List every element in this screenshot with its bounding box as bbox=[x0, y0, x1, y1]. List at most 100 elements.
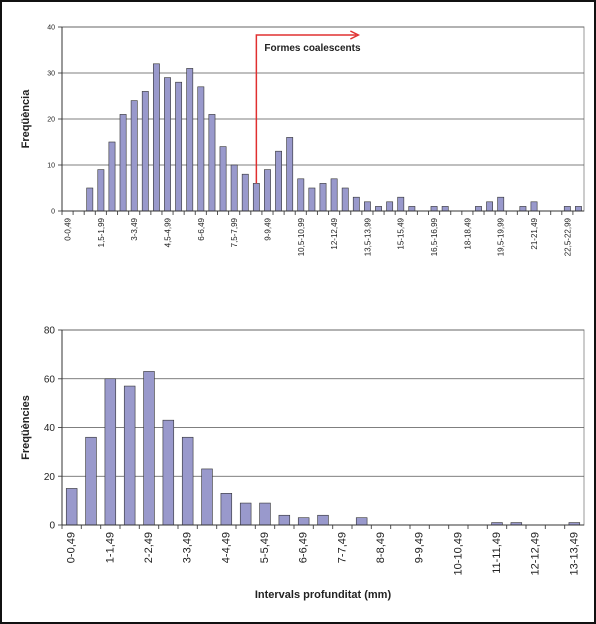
bar bbox=[352, 196, 360, 212]
bar bbox=[286, 137, 294, 212]
bar bbox=[239, 502, 252, 526]
x-tick-label: 10-10,49 bbox=[452, 532, 464, 575]
bar bbox=[341, 187, 349, 212]
y-tick-label: 40 bbox=[47, 24, 55, 31]
x-tick-label: 2-2,49 bbox=[143, 532, 155, 563]
bar bbox=[141, 91, 149, 212]
bar bbox=[408, 206, 416, 212]
y-tick-label: 20 bbox=[47, 116, 55, 123]
bar bbox=[575, 206, 582, 212]
bar bbox=[308, 187, 316, 212]
bar bbox=[143, 371, 155, 526]
bar bbox=[317, 514, 329, 526]
x-tick-label: 12-12,49 bbox=[330, 217, 339, 249]
bar bbox=[319, 183, 327, 212]
bar bbox=[86, 187, 94, 212]
bar bbox=[275, 150, 282, 212]
x-tick-label: 15-15,49 bbox=[397, 217, 406, 249]
bar bbox=[181, 436, 194, 526]
bar bbox=[208, 114, 216, 212]
bar bbox=[430, 206, 438, 212]
x-tick-label: 12-12,49 bbox=[530, 532, 542, 575]
bar bbox=[123, 385, 136, 526]
bar bbox=[375, 206, 382, 212]
bar bbox=[259, 502, 271, 526]
y-tick-label: 20 bbox=[44, 472, 56, 483]
x-tick-label: 22,5-22,99 bbox=[563, 217, 572, 256]
bar bbox=[219, 146, 227, 212]
bar bbox=[119, 114, 127, 212]
y-axis-title: Freqüència bbox=[20, 89, 32, 149]
bar bbox=[264, 169, 271, 212]
y-tick-label: 40 bbox=[44, 423, 56, 434]
bar bbox=[230, 164, 238, 212]
x-tick-label: 7-7,49 bbox=[336, 532, 348, 563]
x-tick-label: 4,5-4,99 bbox=[164, 217, 173, 247]
bar bbox=[201, 468, 213, 526]
bar bbox=[563, 206, 571, 212]
x-tick-label: 0-0,49 bbox=[64, 217, 73, 240]
annotation-arrow bbox=[255, 34, 357, 184]
annotation-arrowhead bbox=[350, 30, 361, 40]
x-tick-label: 1-1,49 bbox=[104, 532, 116, 563]
x-tick-label: 6-6,49 bbox=[197, 217, 206, 240]
y-tick-label: 80 bbox=[44, 326, 56, 337]
bar bbox=[220, 493, 233, 526]
x-tick-label: 18-18,49 bbox=[463, 217, 472, 249]
bar bbox=[175, 81, 183, 212]
x-tick-label: 19,5-19,99 bbox=[497, 217, 506, 256]
x-tick-label: 6-6,49 bbox=[298, 532, 310, 563]
x-tick-label: 0-0,49 bbox=[66, 532, 78, 563]
bar bbox=[104, 378, 117, 526]
x-tick-label: 11-11,49 bbox=[491, 532, 503, 574]
bar bbox=[97, 169, 105, 212]
x-tick-label: 1,5-1,99 bbox=[97, 217, 106, 247]
x-tick-label: 9-9,49 bbox=[263, 217, 272, 240]
bar bbox=[475, 206, 482, 212]
x-tick-label: 3-3,49 bbox=[182, 532, 194, 563]
x-tick-label: 16,5-16,99 bbox=[430, 217, 439, 256]
bar bbox=[186, 68, 194, 212]
x-tick-label: 3-3,49 bbox=[130, 217, 139, 240]
y-axis-title: Freqüències bbox=[20, 395, 32, 460]
bar bbox=[386, 201, 394, 212]
x-tick-label: 13,5-13,99 bbox=[363, 217, 372, 256]
y-tick-label: 60 bbox=[44, 374, 56, 385]
bar bbox=[355, 517, 368, 526]
x-axis-title: Intervals profunditat (mm) bbox=[255, 589, 392, 601]
bar bbox=[297, 517, 310, 526]
y-tick-label: 0 bbox=[49, 521, 55, 532]
x-tick-label: 9-9,49 bbox=[414, 532, 426, 563]
bar bbox=[364, 201, 371, 212]
bar bbox=[330, 178, 338, 212]
bar bbox=[441, 206, 449, 212]
y-tick-label: 0 bbox=[51, 208, 55, 215]
x-tick-label: 5-5,49 bbox=[259, 532, 271, 563]
bar bbox=[162, 419, 175, 526]
y-tick-label: 10 bbox=[47, 162, 55, 169]
bar bbox=[65, 488, 78, 526]
bar bbox=[519, 206, 527, 212]
bar bbox=[108, 141, 116, 212]
x-tick-label: 10,5-10,99 bbox=[297, 217, 306, 256]
bar bbox=[85, 436, 97, 526]
bar bbox=[241, 173, 249, 212]
annotation: Formes coalescents bbox=[264, 43, 361, 54]
bar bbox=[130, 100, 138, 212]
x-tick-label: 8-8,49 bbox=[375, 532, 387, 563]
bar bbox=[497, 196, 505, 212]
x-tick-label: 4-4,49 bbox=[220, 532, 232, 563]
bar bbox=[397, 196, 405, 212]
x-tick-label: 13-13,49 bbox=[568, 532, 580, 575]
bar bbox=[297, 178, 305, 212]
bar bbox=[152, 63, 160, 212]
bar bbox=[486, 201, 494, 212]
x-tick-label: 7,5-7,99 bbox=[230, 217, 239, 247]
bar bbox=[530, 201, 538, 212]
bar bbox=[197, 86, 205, 212]
x-tick-label: 21-21,49 bbox=[530, 217, 539, 249]
bar bbox=[252, 183, 260, 212]
bar bbox=[164, 77, 171, 212]
y-tick-label: 30 bbox=[47, 70, 55, 77]
